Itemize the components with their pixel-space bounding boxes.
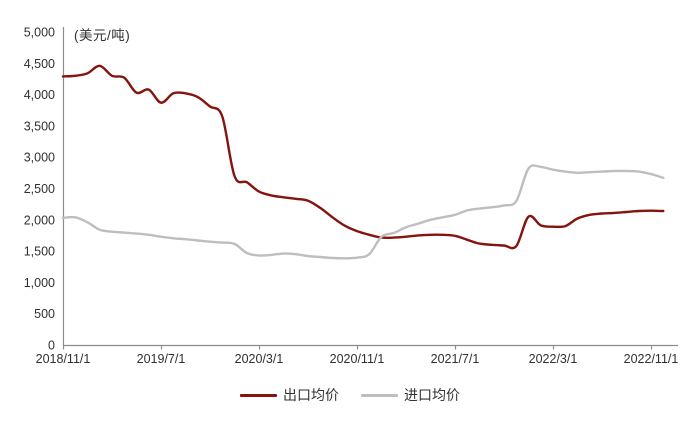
- legend-item-export-price: 出口均价: [240, 385, 339, 405]
- x-axis-tick-label: 2020/3/1: [235, 352, 284, 366]
- export-price-line: [61, 64, 665, 250]
- legend-line-swatch-import: [361, 393, 398, 397]
- y-axis-tick-label: 3,000: [24, 151, 55, 165]
- legend-item-import-price: 进口均价: [361, 385, 460, 405]
- y-axis-tick-label: 5,000: [24, 26, 55, 40]
- line-chart-svg: 0 500 1,000 1,500 2,000 2,500 3,000 3,500 4,000 4…: [24, 26, 679, 367]
- legend-label-export: 出口均价: [283, 387, 339, 403]
- import-price-line: [61, 164, 665, 260]
- y-axis-tick-label: 2,000: [24, 213, 55, 227]
- y-axis-tick-label: 500: [34, 307, 55, 321]
- x-axis-tick-label: 2021/7/1: [431, 352, 480, 366]
- y-axis-tick-label: 1,000: [24, 276, 55, 290]
- chart-legend: 出口均价 进口均价: [0, 384, 700, 406]
- y-axis-tick-label: 3,500: [24, 119, 55, 133]
- y-axis-tick-label: 1,500: [24, 245, 55, 259]
- y-axis-tick-label: 0: [48, 339, 55, 353]
- y-axis-tick-label: 2,500: [24, 182, 55, 196]
- y-axis-tick-label: 4,500: [24, 57, 55, 71]
- legend-label-import: 进口均价: [404, 387, 460, 403]
- y-axis-unit-label: (美元/吨): [74, 28, 131, 43]
- y-axis-tick-label: 4,000: [24, 88, 55, 102]
- x-axis-tick-label: 2019/7/1: [137, 352, 186, 366]
- x-axis-tick-label: 2022/11/1: [624, 352, 679, 366]
- x-axis-tick-label: 2018/11/1: [36, 352, 91, 366]
- x-axis-tick-label: 2020/11/1: [330, 352, 385, 366]
- x-axis-tick-label: 2022/3/1: [529, 352, 578, 366]
- legend-line-swatch-export: [240, 393, 277, 397]
